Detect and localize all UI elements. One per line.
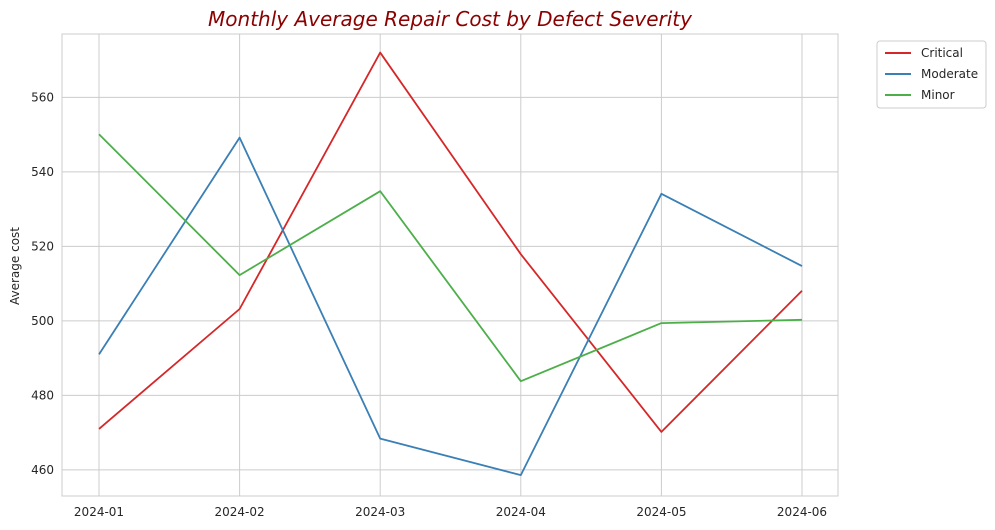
- x-tick-label: 2024-04: [496, 505, 546, 519]
- x-tick-label: 2024-06: [777, 505, 827, 519]
- x-tick-label: 2024-05: [636, 505, 686, 519]
- plot-area: [61, 33, 839, 497]
- x-tick-label: 2024-02: [215, 505, 265, 519]
- series-group: [98, 51, 803, 477]
- legend-label-moderate: Moderate: [921, 67, 978, 81]
- x-tick-label: 2024-01: [74, 505, 124, 519]
- y-tick-label: 520: [31, 239, 54, 253]
- y-tick-label: 460: [31, 463, 54, 477]
- legend-box: [876, 40, 987, 109]
- y-tick-label: 500: [31, 314, 54, 328]
- y-tick-label: 560: [31, 90, 54, 104]
- legend-label-critical: Critical: [921, 46, 963, 60]
- y-axis-label: Average cost: [8, 227, 22, 305]
- grid: [62, 34, 838, 496]
- chart-title: Monthly Average Repair Cost by Defect Se…: [208, 7, 693, 31]
- series-line-moderate: [98, 136, 803, 477]
- x-axis-ticks: 2024-01 2024-02 2024-03 2024-04 2024-05 2024-…: [74, 505, 827, 519]
- y-tick-label: 540: [31, 165, 54, 179]
- x-tick-label: 2024-03: [355, 505, 405, 519]
- series-line-critical: [98, 51, 803, 433]
- legend-label-minor: Minor: [921, 88, 955, 102]
- y-axis-ticks: 460 480 500 520 540 560: [31, 90, 54, 477]
- series-line-minor: [98, 133, 803, 383]
- legend: Critical Moderate Minor: [876, 40, 987, 109]
- y-tick-label: 480: [31, 388, 54, 402]
